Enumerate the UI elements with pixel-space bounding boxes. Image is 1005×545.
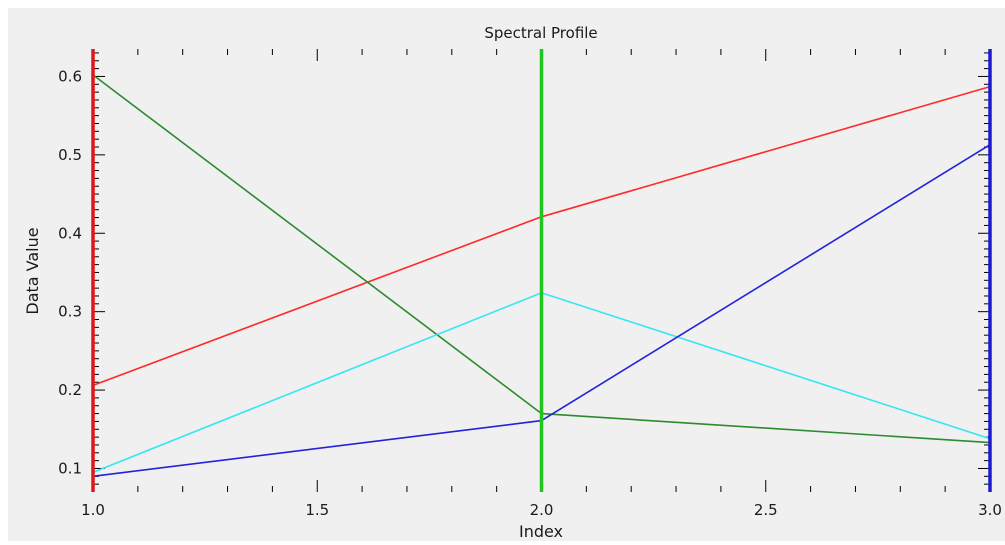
x-tick-label: 2.5 <box>754 501 778 519</box>
x-tick-label: 1.0 <box>81 501 105 519</box>
y-tick-label: 0.2 <box>58 381 82 399</box>
chart-title: Spectral Profile <box>484 24 597 42</box>
plot-background <box>8 8 1005 541</box>
x-tick-label: 2.0 <box>530 501 554 519</box>
index-markers <box>91 49 992 492</box>
x-tick-label: 3.0 <box>978 501 1002 519</box>
y-tick-label: 0.1 <box>58 459 82 477</box>
tick-labels: 1.0 1.5 2.0 2.5 3.0 0.1 0.2 0.3 0.4 0.5 0.6 <box>58 67 1002 519</box>
y-tick-label: 0.3 <box>58 303 82 321</box>
x-axis-label: Index <box>519 522 563 541</box>
x-tick-label: 1.5 <box>305 501 329 519</box>
y-tick-label: 0.5 <box>58 146 82 164</box>
y-axis-label: Data Value <box>23 227 42 314</box>
y-tick-label: 0.4 <box>58 224 82 242</box>
y-tick-label: 0.6 <box>58 67 82 85</box>
